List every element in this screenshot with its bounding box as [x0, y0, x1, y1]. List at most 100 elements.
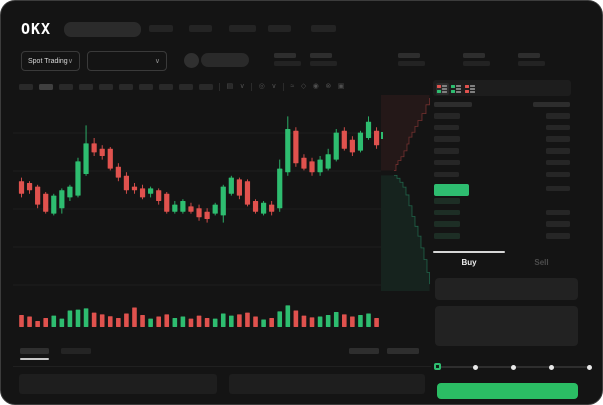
icon-squares — [437, 84, 441, 94]
square — [451, 84, 455, 89]
divider — [251, 83, 253, 91]
fullscreen-icon[interactable]: ▣ — [337, 83, 345, 90]
book-asks-icon[interactable] — [464, 83, 477, 95]
ask-row-price[interactable] — [434, 136, 460, 142]
square — [437, 89, 441, 94]
square — [437, 84, 441, 89]
amount-input[interactable] — [435, 306, 578, 346]
stat-label — [518, 53, 540, 58]
bid-row-amount[interactable] — [546, 209, 570, 216]
icon-squares — [451, 84, 455, 94]
line — [456, 91, 461, 93]
ask-row-amount[interactable] — [546, 159, 570, 166]
nav-item[interactable] — [189, 25, 212, 32]
slider-stop[interactable] — [510, 364, 516, 370]
interval-button[interactable] — [99, 84, 113, 90]
ask-row-price[interactable] — [434, 148, 459, 154]
bid-row-price[interactable] — [434, 233, 460, 239]
price-input[interactable] — [435, 278, 578, 300]
divider — [282, 83, 284, 91]
ask-row-amount[interactable] — [546, 185, 570, 191]
settings-icon[interactable]: ⊗ — [325, 83, 332, 90]
chevron-down-icon: ∨ — [154, 57, 160, 65]
nav-item[interactable] — [268, 25, 291, 32]
icon-lines — [442, 85, 447, 93]
chevron-down-icon[interactable]: ∨ — [271, 83, 277, 90]
divider — [13, 366, 431, 367]
candles-icon[interactable]: ▤ — [226, 83, 234, 90]
square — [451, 89, 455, 94]
orderbook-header-right — [533, 102, 570, 107]
bid-row-amount[interactable] — [546, 221, 570, 227]
line — [456, 88, 461, 90]
market-type-label: Spot Trading — [28, 57, 68, 65]
ask-row-price[interactable] — [434, 113, 460, 119]
buy-button[interactable] — [437, 383, 578, 399]
stat-value — [518, 61, 545, 66]
tab-buy[interactable]: Buy — [433, 253, 505, 271]
ask-row-price[interactable] — [434, 171, 459, 177]
slider-stop[interactable] — [472, 364, 478, 370]
bottom-action[interactable] — [387, 348, 419, 354]
line-style-icon[interactable]: ≈ — [290, 83, 295, 90]
orderbook-header-left — [434, 102, 472, 107]
interval-button[interactable] — [139, 84, 153, 90]
slider-handle[interactable] — [434, 362, 441, 370]
ask-row-amount[interactable] — [546, 124, 570, 131]
ask-row-price[interactable] — [434, 124, 459, 131]
interval-button[interactable] — [119, 84, 133, 90]
stat-value — [310, 61, 337, 66]
square — [465, 84, 469, 89]
bid-row-price[interactable] — [434, 198, 460, 204]
depth-chart — [381, 95, 430, 291]
active-tab-indicator — [433, 251, 505, 253]
tab-sell[interactable]: Sell — [505, 253, 578, 271]
interval-button[interactable] — [199, 84, 213, 90]
slider-stop[interactable] — [548, 364, 554, 370]
icon-lines — [456, 85, 461, 93]
bottom-action[interactable] — [349, 348, 379, 354]
stat-label — [463, 53, 485, 58]
line — [442, 85, 447, 87]
stat-value — [463, 61, 490, 66]
interval-button[interactable] — [179, 84, 193, 90]
bottom-tab[interactable] — [20, 348, 49, 354]
tab-sell-label: Sell — [534, 257, 549, 267]
bid-row-price[interactable] — [434, 221, 460, 227]
slider-stop[interactable] — [586, 364, 592, 370]
okx-logo: OKX — [21, 20, 52, 38]
camera-icon[interactable]: ◉ — [312, 83, 319, 90]
square — [465, 89, 469, 94]
book-all-icon[interactable] — [436, 83, 449, 95]
ask-row-amount[interactable] — [546, 171, 570, 177]
draw-icon[interactable]: ◇ — [300, 83, 307, 90]
bottom-tab[interactable] — [61, 348, 91, 354]
interval-button[interactable] — [39, 84, 53, 90]
line — [470, 91, 475, 93]
chevron-down-icon[interactable]: ∨ — [239, 83, 245, 90]
bid-row-price[interactable] — [434, 209, 460, 216]
stat-value — [274, 61, 301, 66]
price-pill — [201, 53, 249, 67]
search-bar[interactable] — [64, 22, 141, 37]
market-type-select[interactable]: Spot Trading ∨ — [21, 51, 80, 71]
book-bids-icon[interactable] — [450, 83, 463, 95]
ask-row-amount[interactable] — [546, 113, 570, 119]
ask-row-price[interactable] — [434, 159, 460, 166]
interval-button[interactable] — [19, 84, 33, 90]
ask-row-amount[interactable] — [546, 148, 570, 154]
interval-button[interactable] — [59, 84, 73, 90]
bid-row-amount[interactable] — [546, 233, 570, 239]
pair-select[interactable]: ∨ — [87, 51, 167, 71]
ask-row-amount[interactable] — [546, 136, 570, 142]
stat-label — [398, 53, 420, 58]
mid-price-block[interactable] — [434, 184, 469, 196]
nav-item[interactable] — [311, 25, 336, 32]
interval-button[interactable] — [159, 84, 173, 90]
stat-value — [398, 61, 425, 66]
nav-item[interactable] — [149, 25, 173, 32]
indicators-icon[interactable]: ◎ — [258, 83, 265, 90]
nav-item[interactable] — [229, 25, 256, 32]
interval-button[interactable] — [79, 84, 93, 90]
